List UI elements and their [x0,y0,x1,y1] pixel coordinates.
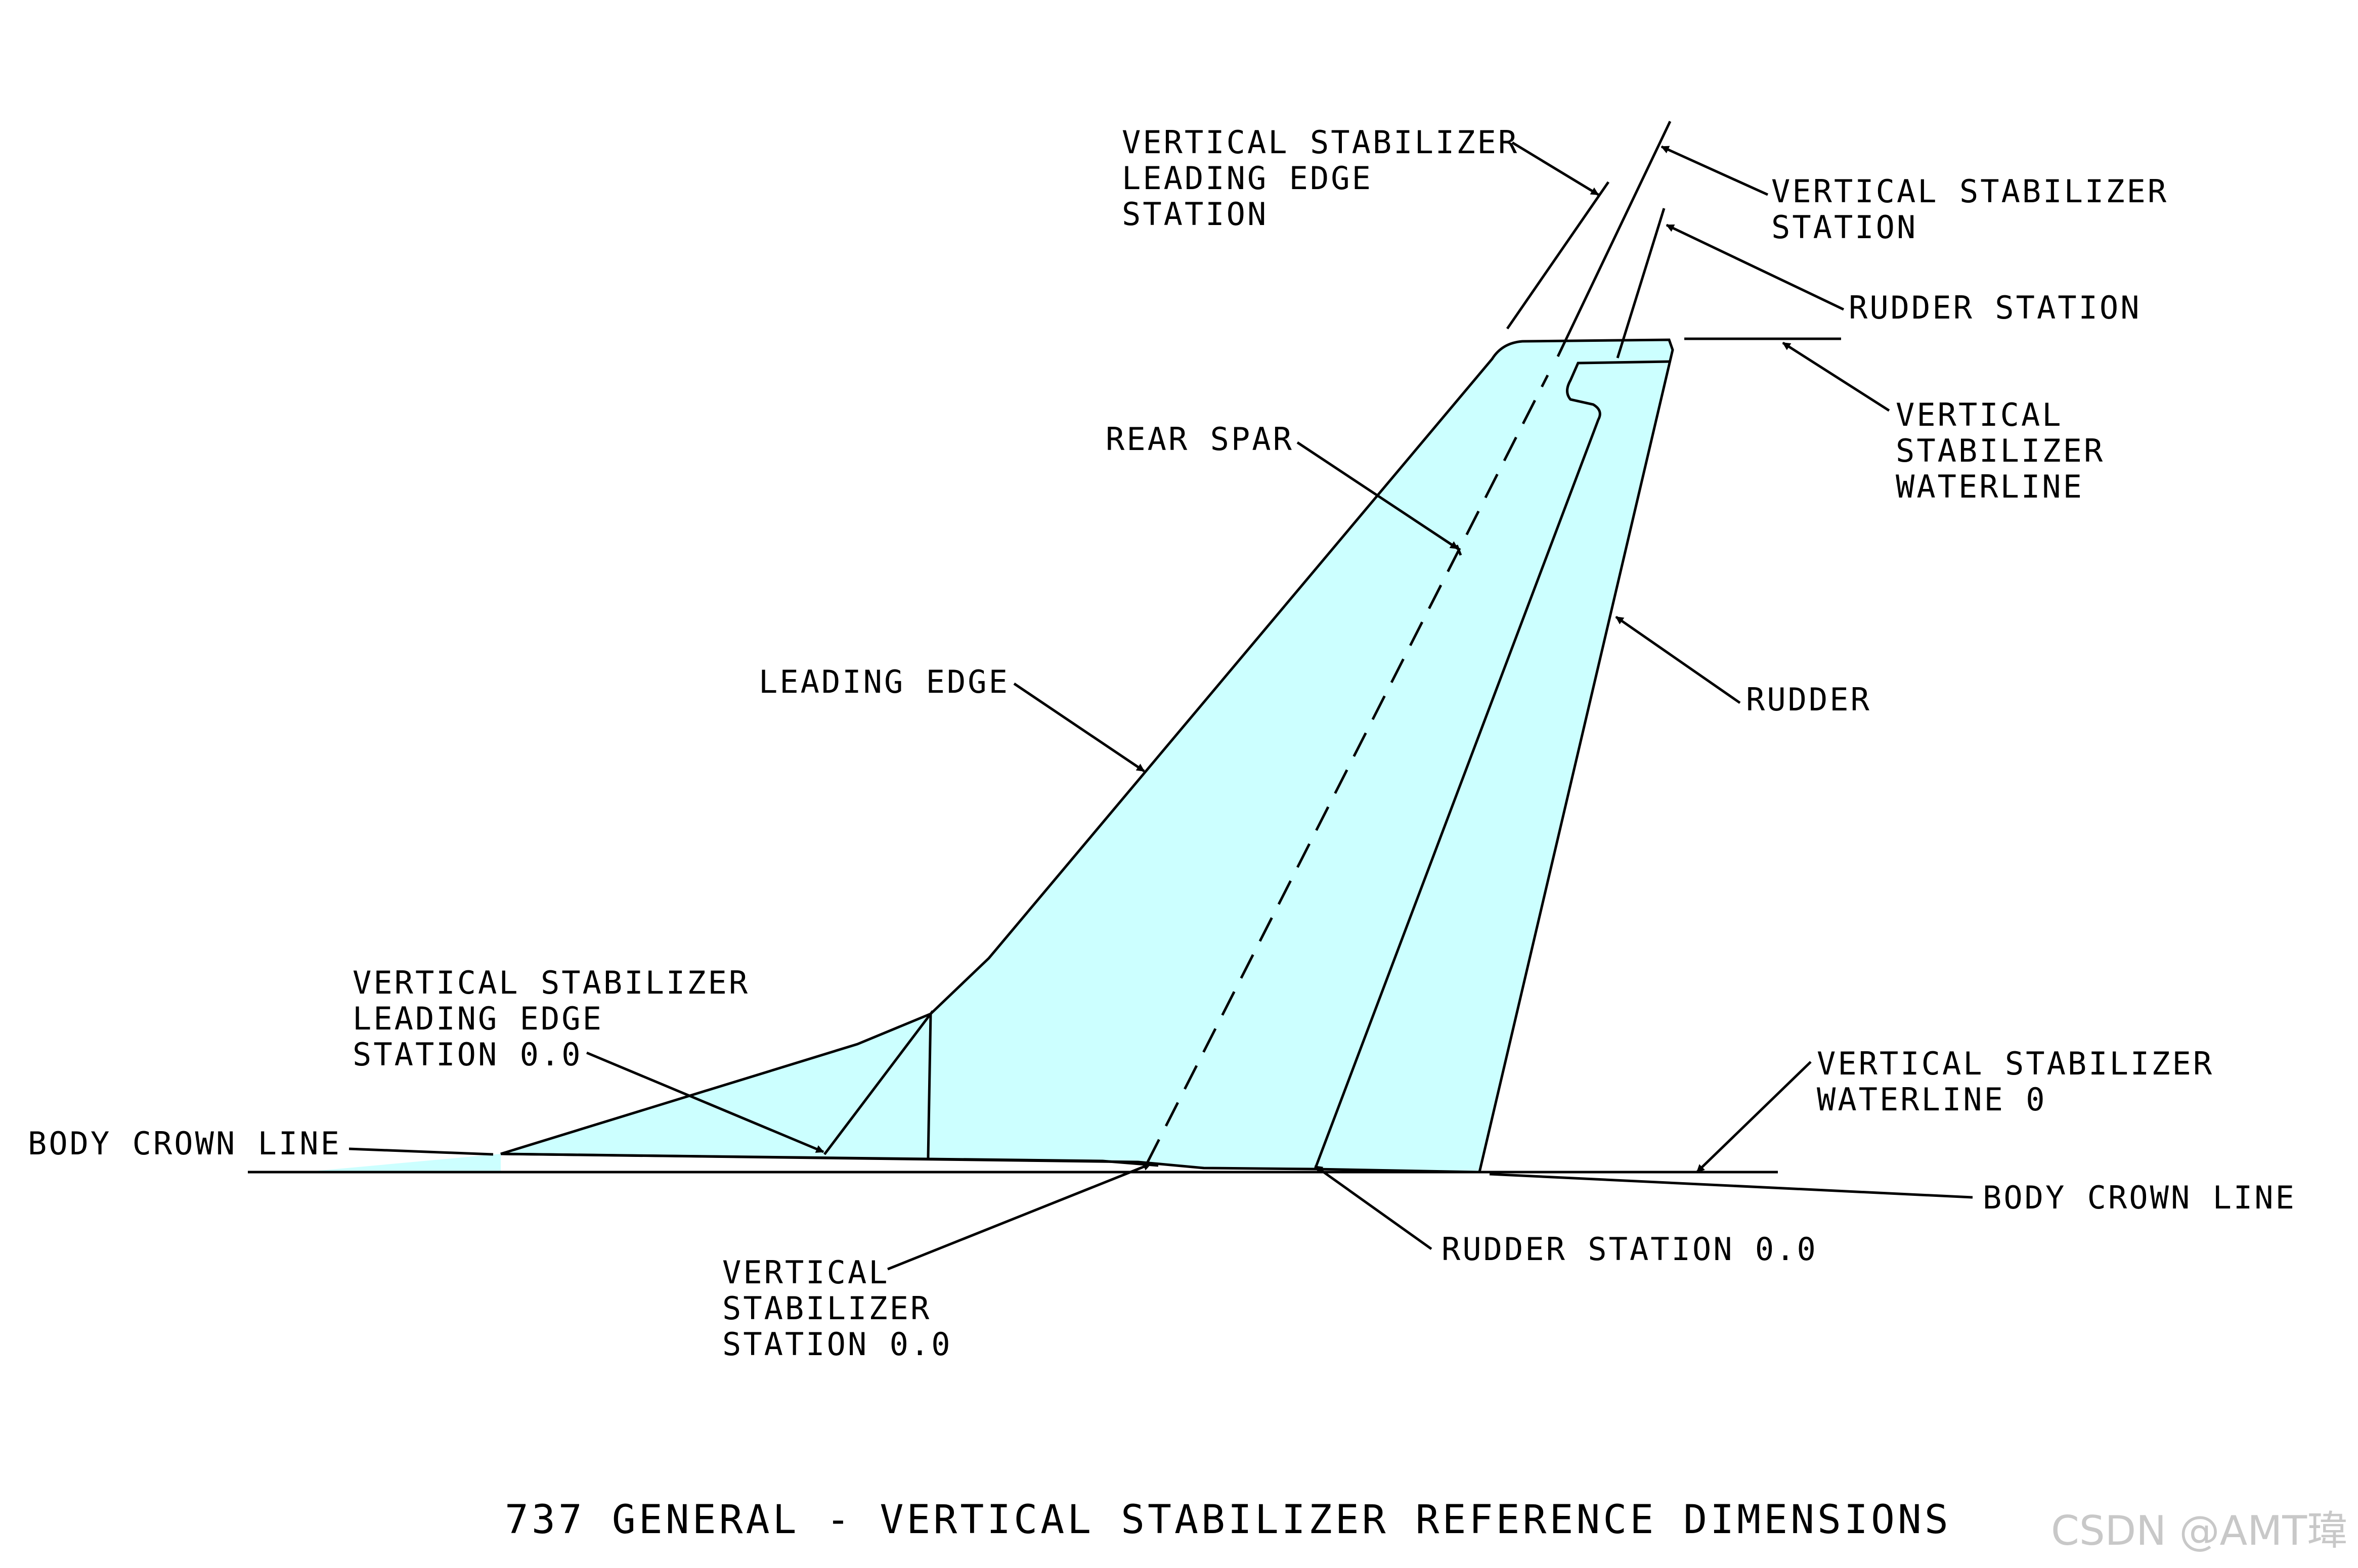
label-vs-station-0: VERTICAL STABILIZER STATION 0.0 [722,1254,952,1363]
label-rear-spar: REAR SPAR [1106,421,1294,458]
leader-lines [348,141,1973,1271]
labels: VERTICAL STABILIZER LEADING EDGE STATION… [28,124,2296,1363]
reference-lines [248,120,1841,1174]
label-vs-waterline-0: VERTICAL STABILIZER WATERLINE 0 [1817,1045,2235,1118]
label-body-crown-right: BODY CROWN LINE [1983,1179,2296,1216]
le-station-ref-line [1506,181,1610,330]
label-vs-waterline: VERTICAL STABILIZER WATERLINE [1896,396,2126,505]
vs-station-ref-line [1556,120,1672,357]
diagram-title: 737 GENERAL - VERTICAL STABILIZER REFERE… [505,1497,1951,1543]
label-le-station: VERTICAL STABILIZER LEADING EDGE STATION [1122,124,1540,233]
watermark: CSDN @AMT瑋 [2051,1507,2347,1554]
rudder-station-ref-line [1616,208,1666,359]
label-leading-edge: LEADING EDGE [759,663,1010,700]
fin-structure [500,360,1671,1170]
label-rudder: RUDDER [1746,681,1871,718]
label-body-crown-left: BODY CROWN LINE [28,1125,341,1162]
label-rudder-station-0: RUDDER STATION 0.0 [1442,1231,1818,1268]
label-le-station-0: VERTICAL STABILIZER LEADING EDGE STATION… [353,964,771,1073]
label-vs-station: VERTICAL STABILIZER STATION [1771,173,2190,246]
label-rudder-station: RUDDER STATION [1849,289,2142,326]
